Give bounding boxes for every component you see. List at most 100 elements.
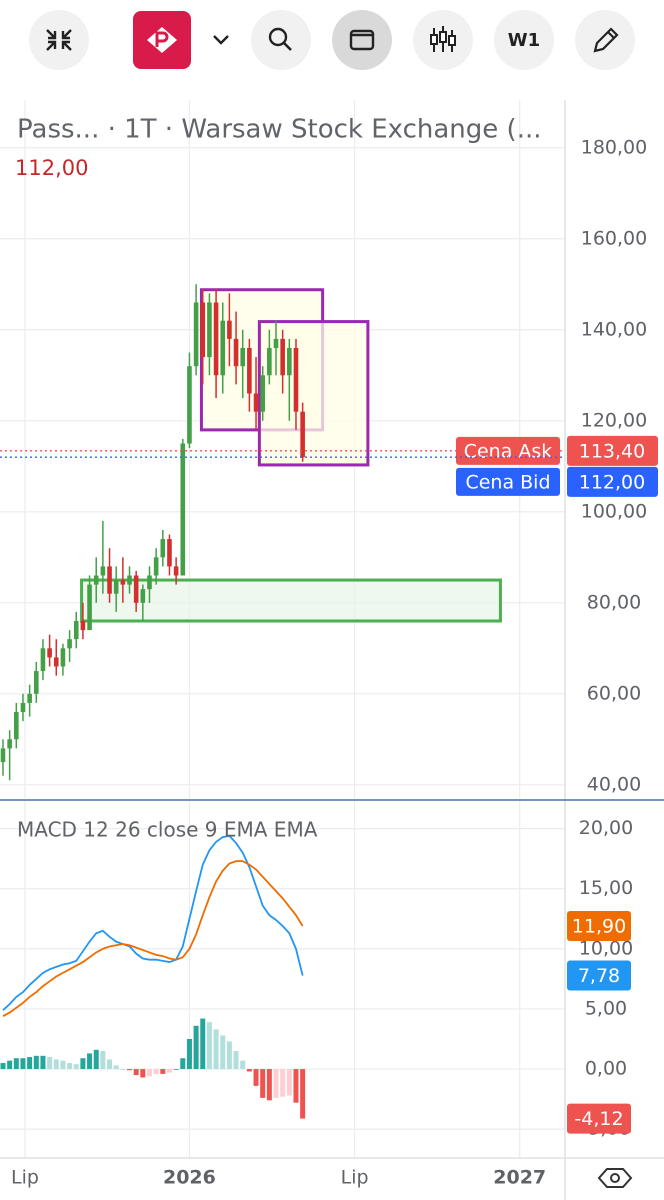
histogram-bar — [0, 1063, 6, 1070]
candle-body — [193, 302, 199, 367]
histogram-bar — [166, 1069, 172, 1073]
candle-body — [7, 739, 12, 749]
candle-body — [140, 589, 146, 603]
histogram-bar — [53, 1059, 59, 1070]
timeframe-label: W1 — [508, 30, 540, 51]
price-tag-name-bg — [456, 467, 560, 496]
candle-body — [260, 375, 265, 412]
histogram-bar — [220, 1035, 226, 1070]
candle-body — [167, 539, 172, 567]
value-tag-bg — [567, 960, 631, 991]
candle-body — [267, 347, 272, 376]
histogram-bar — [33, 1055, 39, 1070]
candle-body — [160, 539, 166, 558]
search-button[interactable] — [251, 10, 311, 70]
value-tag: 11,90 — [572, 916, 626, 938]
histogram-bar — [186, 1039, 192, 1070]
y-tick-label: 120,00 — [581, 409, 647, 431]
toolbar: W1 — [29, 10, 635, 70]
candle-body — [200, 302, 206, 358]
value-tag: -4,12 — [574, 1108, 623, 1130]
histogram-bar — [133, 1069, 139, 1076]
broker-logo[interactable] — [133, 11, 191, 69]
candle-body — [213, 302, 219, 376]
histogram-bar — [140, 1069, 146, 1078]
candle-body — [220, 320, 226, 376]
y-tick-label: 140,00 — [581, 318, 647, 340]
dropdown-chevron[interactable] — [213, 35, 229, 45]
timeframe-button[interactable]: W1 — [494, 10, 554, 70]
settings-button[interactable] — [597, 1168, 633, 1188]
histogram-bar — [286, 1069, 292, 1096]
histogram-bar — [93, 1049, 99, 1070]
histogram-bar — [87, 1053, 93, 1070]
histogram-bar — [246, 1069, 252, 1072]
candle-body — [287, 347, 292, 376]
y-tick-label: 15,00 — [579, 877, 633, 899]
histogram-bar — [233, 1051, 239, 1070]
candle-body — [293, 347, 299, 412]
candle-body — [147, 575, 152, 590]
y-tick-label: 5,00 — [585, 997, 627, 1019]
candle-body — [67, 639, 72, 649]
candle-body — [60, 648, 66, 667]
x-tick-label: 2026 — [163, 1167, 216, 1189]
candle-body — [133, 575, 139, 603]
candle-body — [27, 693, 32, 703]
candle-body — [173, 566, 179, 576]
histogram-bar — [146, 1069, 152, 1077]
chart-title: Pass... · 1T · Warsaw Stock Exchange (..… — [17, 115, 541, 145]
histogram-bar — [206, 1022, 212, 1070]
candle-body — [127, 575, 132, 585]
draw-button[interactable] — [575, 10, 635, 70]
histogram-bar — [273, 1069, 279, 1098]
histogram-bar — [113, 1065, 119, 1070]
histogram-bar — [213, 1029, 219, 1070]
y-tick-label: 60,00 — [587, 682, 641, 704]
y-tick-label: 40,00 — [587, 773, 641, 795]
histogram-bar — [107, 1059, 113, 1070]
candle-body — [300, 411, 305, 458]
histogram-bar — [260, 1069, 266, 1098]
histogram-bar — [27, 1057, 33, 1070]
candle-body — [227, 320, 232, 339]
candle-body — [207, 302, 212, 358]
histogram-bar — [13, 1058, 19, 1070]
candle-body — [80, 620, 86, 631]
macd-line — [2, 834, 304, 1011]
histogram-bar — [193, 1025, 199, 1070]
candle-body — [73, 620, 79, 640]
collapse-button[interactable] — [29, 10, 89, 70]
histogram-bar — [40, 1055, 46, 1070]
histogram-bar — [80, 1058, 86, 1070]
histogram-bar — [47, 1057, 53, 1070]
price-tag-value: 112,00 — [579, 471, 645, 493]
wallet-button[interactable] — [332, 10, 392, 70]
value-tag-bg — [567, 1103, 631, 1134]
y-tick-label: 20,00 — [579, 817, 633, 839]
histogram-bar — [100, 1051, 106, 1070]
histogram-bar — [7, 1060, 13, 1070]
candle-body — [14, 712, 19, 740]
candle-body — [240, 347, 246, 367]
macd-line — [2, 860, 304, 1017]
indicators-button[interactable] — [413, 10, 473, 70]
candle-body — [107, 566, 112, 594]
candle-body — [53, 657, 59, 667]
histogram-bar — [293, 1069, 299, 1103]
y-tick-label: 10,00 — [579, 937, 633, 959]
histogram-bar — [120, 1069, 126, 1070]
histogram-bar — [180, 1058, 186, 1070]
histogram-bar — [60, 1060, 66, 1070]
price-tag-value: 113,40 — [579, 440, 645, 462]
histogram-bar — [20, 1058, 26, 1070]
candle-body — [247, 347, 252, 394]
histogram-bar — [300, 1069, 306, 1119]
price-tag-value-bg — [567, 435, 658, 466]
value-tag-bg — [567, 911, 631, 942]
value-tag: 7,78 — [578, 965, 620, 987]
histogram-bar — [226, 1041, 232, 1070]
candle-body — [20, 702, 26, 713]
